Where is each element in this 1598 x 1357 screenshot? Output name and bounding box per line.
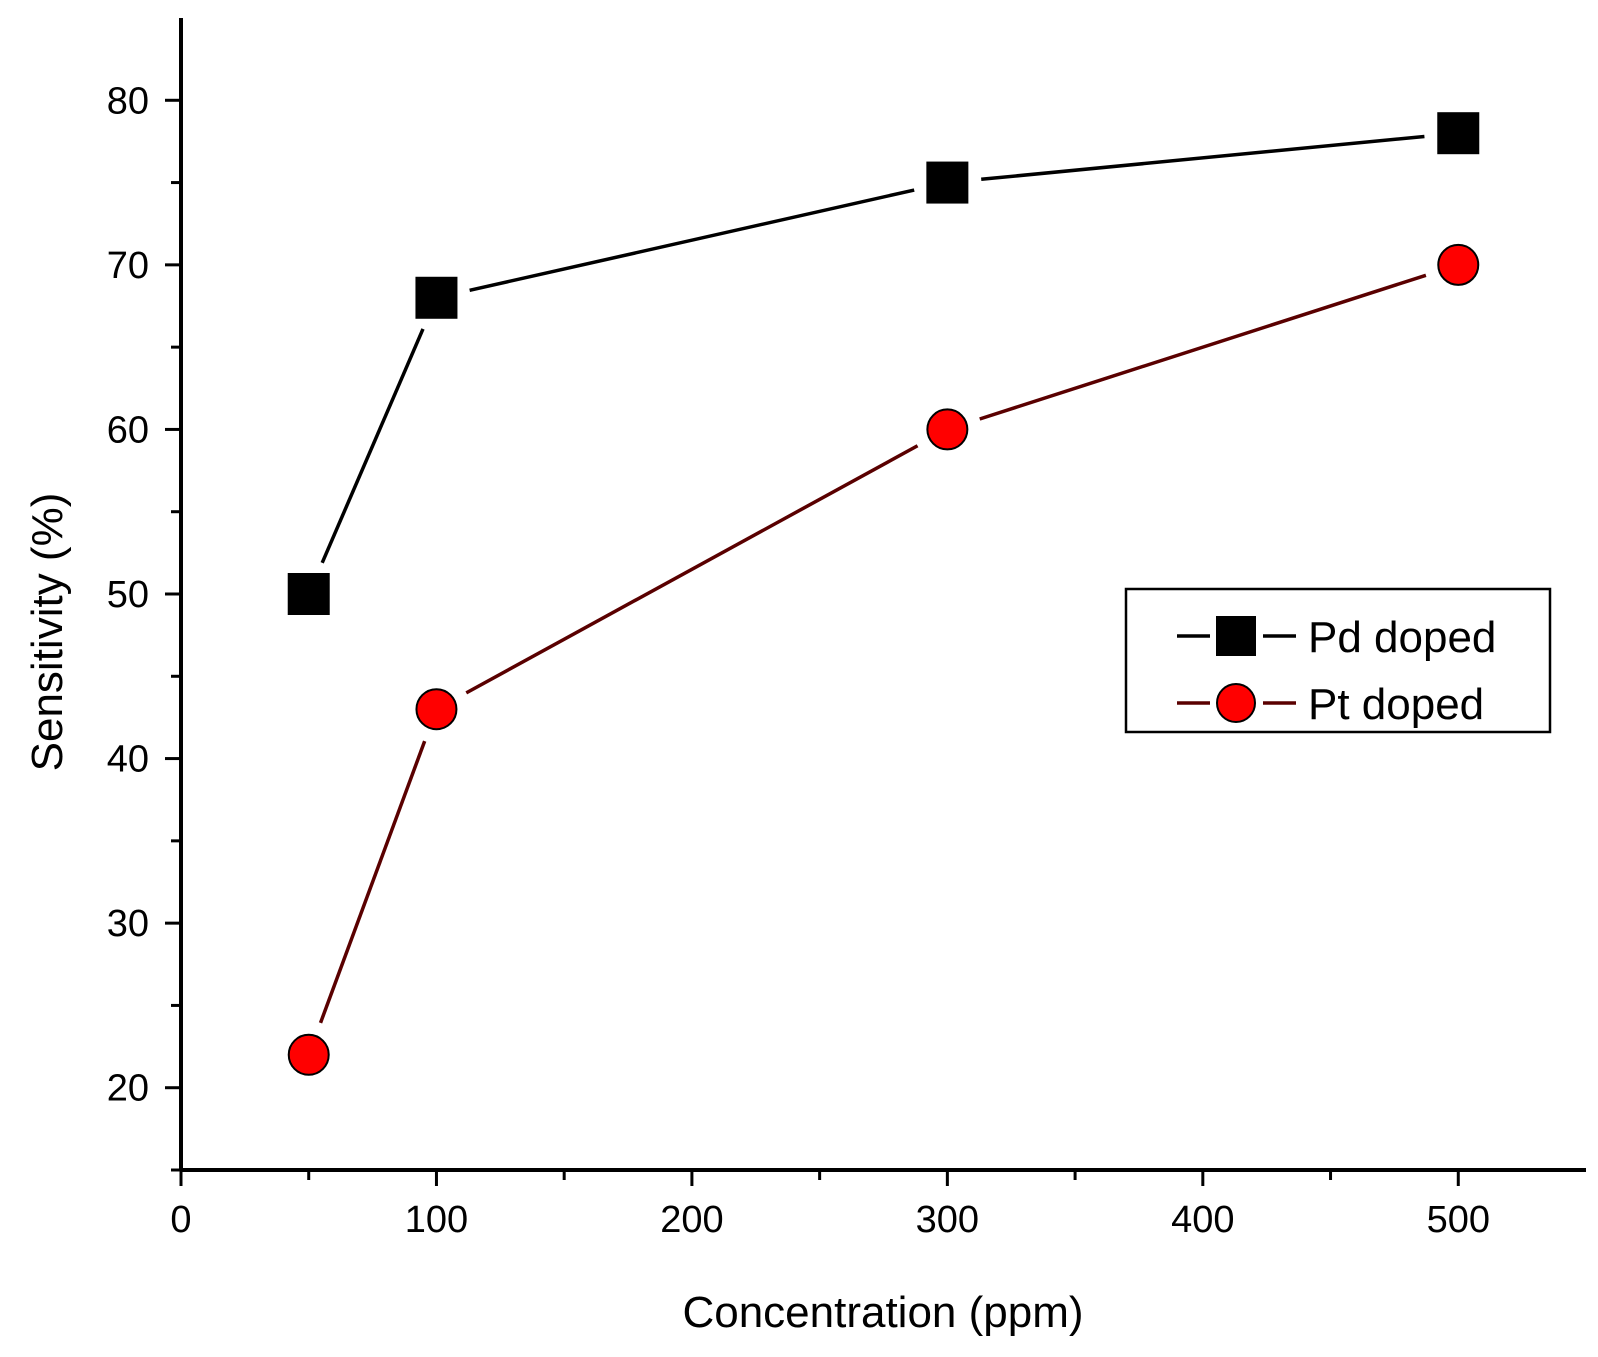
- series-line-pd-doped: [981, 134, 1425, 182]
- x-tick-label: 500: [1427, 1199, 1490, 1241]
- y-tick-label: 20: [107, 1068, 149, 1110]
- y-tick-label: 40: [107, 739, 149, 781]
- y-tick-label: 80: [107, 80, 149, 122]
- data-point-pt-doped: [415, 688, 458, 731]
- y-axis-title: Sensitivity (%): [23, 493, 72, 772]
- x-tick-label: 0: [170, 1199, 191, 1241]
- plot-markers: [287, 112, 1480, 1076]
- legend-label-pd-doped: Pd doped: [1308, 613, 1496, 662]
- y-tick-label: 50: [107, 574, 149, 616]
- series-line-pd-doped: [320, 328, 425, 564]
- plot-lines: [318, 134, 1427, 1024]
- y-tick-label: 30: [107, 903, 149, 945]
- x-axis-title: Concentration (ppm): [682, 1288, 1083, 1337]
- legend: Pd doped Pt doped: [1124, 587, 1552, 734]
- data-point-pt-doped: [926, 408, 969, 451]
- x-tick-label: 200: [660, 1199, 723, 1241]
- data-point-pd-doped: [287, 573, 330, 615]
- series-line-pd-doped: [469, 188, 915, 292]
- x-tick-label: 300: [916, 1199, 979, 1241]
- legend-marker-pt-doped: [1216, 683, 1256, 723]
- x-tick-label: 100: [405, 1199, 468, 1241]
- series-line-pt-doped: [318, 740, 427, 1024]
- series-line-pt-doped: [979, 273, 1427, 421]
- x-tick-label: 400: [1171, 1199, 1234, 1241]
- data-point-pt-doped: [287, 1033, 330, 1076]
- series-line-pt-doped: [465, 444, 919, 695]
- y-ticks: 20 30 40 50 60 70 80: [107, 80, 181, 1172]
- data-point-pd-doped: [415, 276, 458, 319]
- legend-entries: Pd doped Pt doped: [1177, 613, 1496, 729]
- y-tick-label: 60: [107, 409, 149, 451]
- data-point-pd-doped: [926, 161, 969, 204]
- data-point-pt-doped: [1437, 243, 1480, 286]
- legend-box: [1124, 587, 1552, 734]
- data-point-pd-doped: [1437, 112, 1480, 155]
- legend-label-pt-doped: Pt doped: [1308, 680, 1484, 729]
- legend-marker-pd-doped: [1216, 616, 1256, 656]
- x-ticks: 0 100 200 300 400 500: [170, 1170, 1490, 1241]
- y-tick-label: 70: [107, 245, 149, 287]
